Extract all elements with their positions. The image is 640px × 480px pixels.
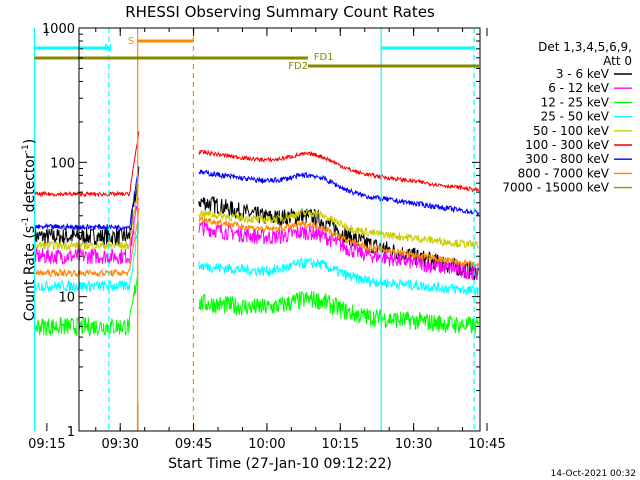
series-1 [34, 166, 480, 281]
series-line-post [198, 196, 480, 281]
series-line-pre [34, 166, 140, 246]
series-line-post [198, 290, 480, 335]
x-tick-label: 10:15 [322, 437, 359, 452]
y-axis-label-part1: Count Rate (s [22, 226, 38, 321]
series-4 [34, 221, 480, 297]
series-line-post [198, 220, 479, 281]
series-2 [34, 197, 479, 281]
series-line-post [198, 215, 479, 268]
y-axis-label-sup1: -1 [21, 217, 31, 226]
y-axis-label-part2: detector [22, 153, 38, 217]
x-tick-label: 10:30 [395, 437, 432, 452]
footer-date: 14-Oct-2021 00:32 [551, 469, 636, 479]
x-axis-label: Start Time (27-Jan-10 09:12:22) [168, 456, 392, 472]
plot-area: S N FD1 FD2 [33, 28, 480, 431]
legend-entry-label: 800 - 7000 keV [518, 166, 610, 180]
x-axis: 09:15 09:30 09:45 10:00 10:15 10:30 10:45 [28, 28, 506, 452]
x-tick-label: 10:45 [468, 437, 505, 452]
chart-title: RHESSI Observing Summary Count Rates [125, 3, 435, 21]
series-7 [34, 166, 480, 232]
series-8 [34, 207, 479, 278]
legend-title-line1: Det 1,3,4,5,6,9, [538, 40, 632, 54]
y-tick-label: 1000 [42, 22, 75, 37]
series-line-post [198, 257, 480, 297]
y-tick-label: 10 [58, 291, 75, 306]
legend-entry-label: 7000 - 15000 keV [502, 181, 609, 195]
series-line-pre [34, 184, 139, 251]
legend-title-line2: Att 0 [603, 54, 632, 68]
series-line-post [198, 208, 480, 250]
series-line-pre [34, 197, 140, 265]
series-line-post [198, 149, 480, 192]
legend-entry-label: 3 - 6 keV [556, 67, 610, 81]
y-tick-label: 100 [50, 156, 75, 171]
series-line-pre [34, 166, 140, 232]
y-axis-label: Count Rate (s-1 detector-1) [21, 139, 38, 321]
legend-entry-label: 300 - 800 keV [525, 152, 609, 166]
y-axis: 1 10 100 1000 [42, 22, 480, 440]
fd2-label: FD2 [288, 61, 308, 72]
y-axis-label-part3: ) [22, 139, 38, 144]
plot-frame [78, 27, 481, 432]
y-tick-label: 1 [67, 425, 75, 440]
x-tick-label: 09:30 [101, 437, 138, 452]
x-tick-label: 09:15 [28, 437, 65, 452]
series-line-pre [34, 221, 140, 293]
series-line-pre [34, 207, 140, 278]
saa-label: S [128, 36, 134, 47]
x-tick-label: 09:45 [175, 437, 212, 452]
series-line-post [198, 169, 480, 217]
x-tick-label: 10:00 [248, 437, 285, 452]
legend-entry-label: 50 - 100 keV [533, 124, 610, 138]
series-line-pre [34, 270, 139, 338]
series-3 [34, 270, 480, 338]
series-line-pre [34, 131, 140, 198]
legend-entry-label: 12 - 25 keV [541, 95, 610, 109]
series-5 [34, 184, 480, 251]
legend-entry-label: 25 - 50 keV [541, 110, 610, 124]
y-axis-label-sup2: -1 [21, 144, 31, 153]
legend-entry-label: 6 - 12 keV [548, 81, 610, 95]
night-label: N [104, 43, 111, 54]
series-6 [34, 131, 480, 198]
legend-entry-label: 100 - 300 keV [525, 138, 609, 152]
fd1-label: FD1 [314, 52, 334, 63]
